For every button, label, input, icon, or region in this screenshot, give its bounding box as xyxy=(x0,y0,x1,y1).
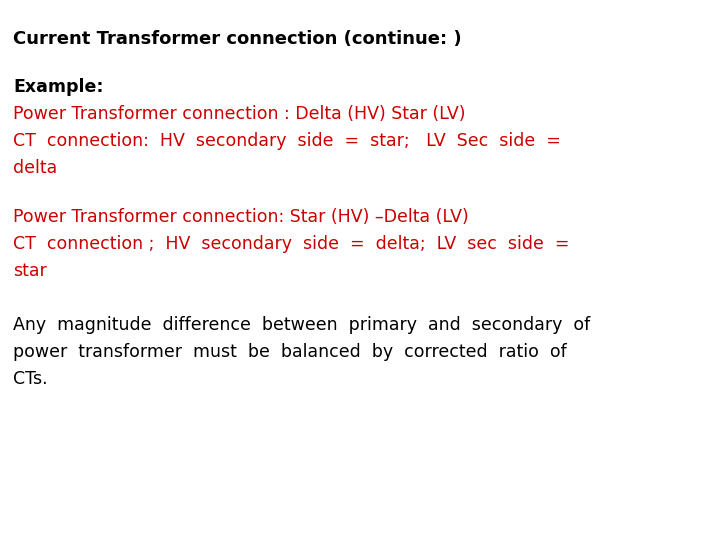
Text: Any  magnitude  difference  between  primary  and  secondary  of: Any magnitude difference between primary… xyxy=(13,316,590,334)
Text: Example:: Example: xyxy=(13,78,104,96)
Text: CT  connection:  HV  secondary  side  =  star;   LV  Sec  side  =: CT connection: HV secondary side = star;… xyxy=(13,132,561,150)
Text: Power Transformer connection : Delta (HV) Star (LV): Power Transformer connection : Delta (HV… xyxy=(13,105,465,123)
Text: Current Transformer connection (continue: ): Current Transformer connection (continue… xyxy=(13,30,462,48)
Text: CT  connection ;  HV  secondary  side  =  delta;  LV  sec  side  =: CT connection ; HV secondary side = delt… xyxy=(13,235,570,253)
Text: delta: delta xyxy=(13,159,57,177)
Text: star: star xyxy=(13,262,47,280)
Text: Power Transformer connection: Star (HV) –Delta (LV): Power Transformer connection: Star (HV) … xyxy=(13,208,469,226)
Text: power  transformer  must  be  balanced  by  corrected  ratio  of: power transformer must be balanced by co… xyxy=(13,343,567,361)
Text: CTs.: CTs. xyxy=(13,370,48,388)
